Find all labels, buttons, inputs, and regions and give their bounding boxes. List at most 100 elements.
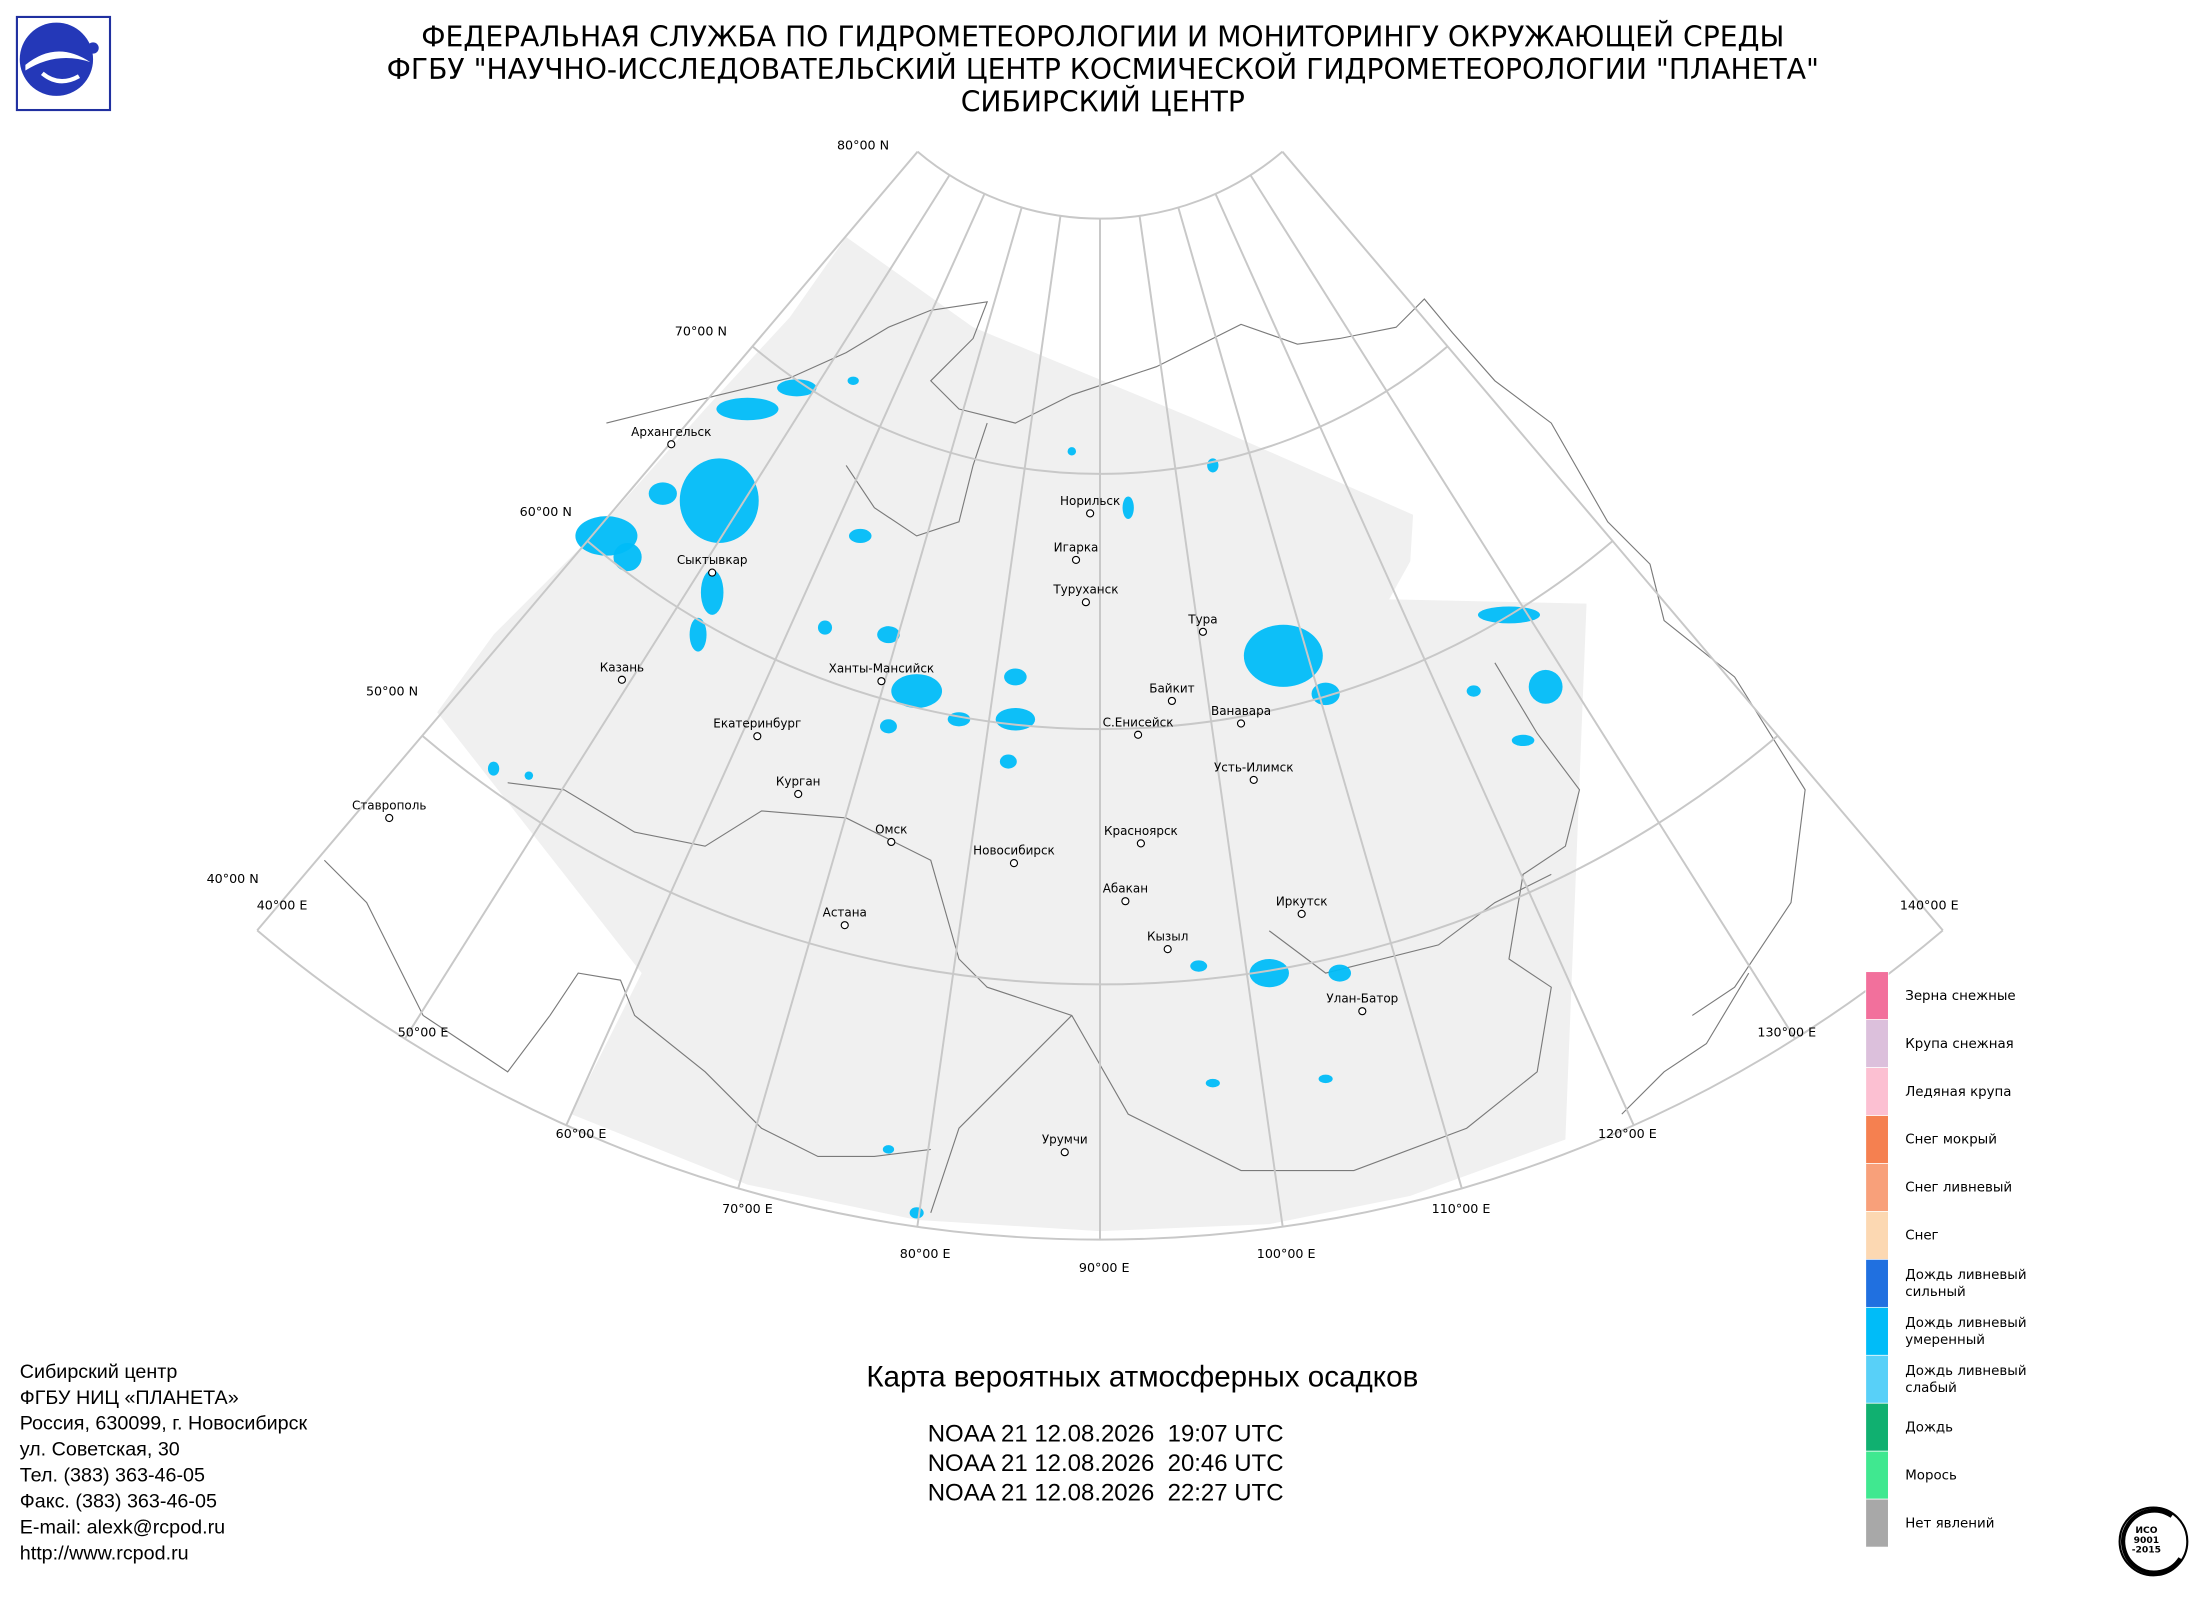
parallel-line [916, 150, 1284, 220]
legend-label: Зерна снежные [1905, 989, 2015, 1004]
precipitation-area [648, 482, 677, 505]
meridian-line [1177, 207, 1463, 1189]
legend-swatch [1865, 1067, 1889, 1116]
precipitation-area [847, 376, 859, 386]
legend-label-line: Нет явлений [1905, 1516, 1994, 1531]
latitude-label: 60°00 N [520, 504, 572, 519]
city-label: Усть-Илимск [1214, 760, 1293, 774]
city-label: Екатеринбург [713, 717, 801, 731]
contact-line: ул. Советская, 30 [20, 1439, 180, 1461]
city-label: Улан-Батор [1326, 992, 1398, 1006]
iso-label: ИСО [2135, 1525, 2157, 1536]
legend-label-line: Дождь [1905, 1420, 1953, 1435]
border-line [507, 662, 1581, 1172]
legend-label: Дождь ливневый слабый [1905, 1364, 2026, 1396]
legend-label-line: Снег [1905, 1229, 1938, 1244]
meridian-line [1249, 174, 1796, 1040]
city-marker [1198, 627, 1208, 636]
precipitation-area [1466, 685, 1481, 697]
city-marker [1086, 509, 1095, 518]
longitude-label: 100°00 E [1257, 1246, 1316, 1261]
legend-label-line: Морось [1905, 1468, 1957, 1483]
precipitation-area [613, 542, 642, 572]
legend-swatch [1865, 1259, 1889, 1308]
legend-swatch [1865, 1019, 1889, 1068]
precipitation-area [1528, 669, 1563, 704]
precipitation-area [1004, 668, 1027, 686]
precipitation-area [1328, 964, 1352, 982]
legend-label: Нет явлений [1905, 1516, 1994, 1531]
longitude-label: 110°00 E [1432, 1201, 1491, 1216]
satellite-pass: NOAA 21 12.08.2026 20:46 UTC [928, 1450, 1284, 1477]
city-marker [1163, 945, 1172, 954]
city-marker [794, 789, 803, 799]
legend-label: Снег [1905, 1229, 1938, 1244]
legend-label-line: Ледяная крупа [1905, 1085, 2011, 1100]
city-label: Красноярск [1104, 824, 1178, 838]
city-marker [877, 677, 886, 686]
city-label: Игарка [1054, 540, 1099, 554]
precipitation-area [999, 754, 1017, 769]
legend-swatch [1865, 1306, 1889, 1356]
latitude-label: 80°00 N [837, 138, 889, 153]
iso-logo-mark [2121, 1508, 2183, 1575]
legend-label: Дождь [1905, 1420, 1953, 1435]
border-line [1268, 873, 1552, 974]
city-label: Омск [875, 822, 907, 836]
city-marker [1060, 1148, 1069, 1157]
legend-label-line: Дождь ливневый [1905, 1268, 2026, 1283]
meridian-line [1214, 193, 1635, 1126]
iso-label: -2015 [2132, 1545, 2161, 1556]
city-marker [1009, 859, 1019, 868]
city-label: Абакан [1103, 882, 1148, 896]
city-marker [753, 732, 762, 741]
precipitation-area [689, 617, 707, 652]
precipitation-area [524, 771, 534, 780]
satellite-pass: NOAA 21 12.08.2026 22:27 UTC [928, 1480, 1284, 1507]
city-marker [708, 568, 717, 577]
city-label: Байкит [1149, 681, 1194, 695]
longitude-label: 70°00 E [722, 1201, 773, 1216]
city-label: Новосибирск [973, 844, 1055, 858]
coverage-area [437, 236, 1587, 1232]
border-line [930, 1015, 1073, 1214]
precipitation-area [877, 626, 900, 644]
longitude-label: 50°00 E [398, 1025, 449, 1040]
longitude-label: 80°00 E [900, 1246, 951, 1261]
city-label: Ставрополь [352, 799, 427, 813]
contact-line: Сибирский центр [20, 1361, 178, 1383]
precipitation-area [487, 761, 500, 776]
legend-swatch [1865, 1354, 1889, 1404]
legend-label-line: сильный [1905, 1285, 1965, 1300]
legend-label: Снег мокрый [1905, 1133, 1997, 1148]
latitude-label: 40°00 N [207, 871, 259, 886]
longitude-label: 60°00 E [556, 1126, 607, 1141]
legend-label-line: Дождь ливневый [1905, 1316, 2026, 1331]
city-marker [840, 921, 849, 930]
city-label: Норильск [1060, 494, 1120, 508]
city-marker [1236, 719, 1246, 728]
city-marker [1081, 598, 1090, 607]
border-line [323, 859, 931, 1158]
meridian-line [916, 215, 1062, 1227]
precipitation-area [1190, 960, 1208, 972]
precipitation-area [1318, 1074, 1333, 1084]
satellite-pass: NOAA 21 12.08.2026 19:07 UTC [928, 1420, 1284, 1447]
precipitation-area [882, 1145, 895, 1154]
longitude-label: 140°00 E [1900, 898, 1959, 913]
precipitation-area [777, 379, 817, 397]
city-label: Астана [823, 906, 867, 920]
precipitation-area [1249, 959, 1289, 988]
legend-swatch [1865, 1402, 1889, 1452]
meridian-line [1138, 215, 1284, 1227]
legend-label: Морось [1905, 1468, 1957, 1483]
city-marker [1358, 1007, 1367, 1016]
legend-label: Снег ливневый [1905, 1181, 2012, 1196]
meridian-line [404, 174, 951, 1040]
longitude-label: 40°00 E [257, 898, 308, 913]
meridian-line [737, 207, 1023, 1189]
city-marker [1297, 909, 1306, 918]
legend-swatch [1865, 971, 1889, 1021]
city-label: Кызыл [1147, 930, 1188, 944]
